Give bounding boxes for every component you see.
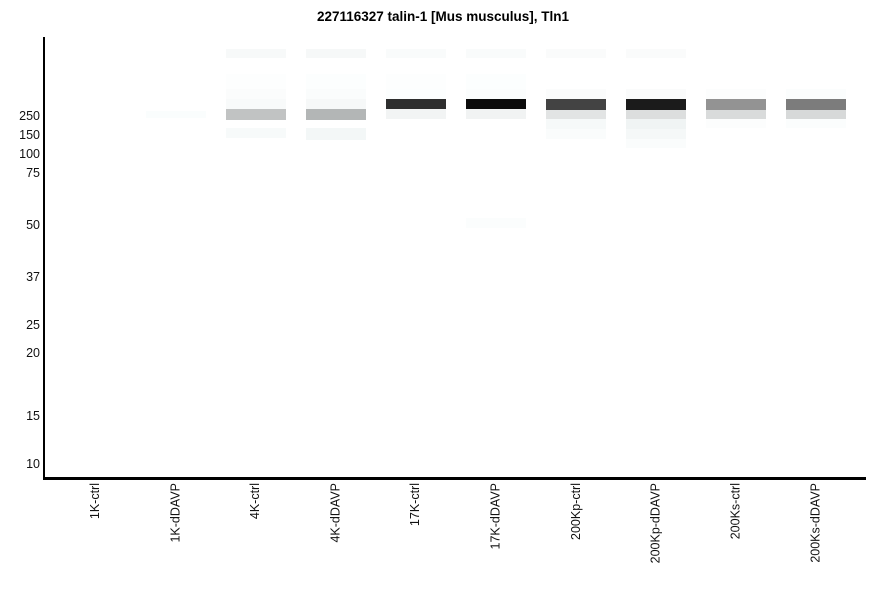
x-tick-label-17K-ctrl: 17K-ctrl — [408, 483, 423, 527]
blot-band-17K-dDAVP — [466, 49, 526, 58]
blot-band-17K-ctrl — [386, 89, 446, 99]
x-tick-label-1K-ctrl: 1K-ctrl — [88, 483, 103, 520]
x-tick-label-4K-dDAVP: 4K-dDAVP — [328, 483, 343, 543]
blot-band-4K-dDAVP — [306, 128, 366, 140]
blot-band-4K-dDAVP — [306, 99, 366, 109]
blot-band-4K-ctrl — [226, 99, 286, 109]
blot-band-200Kp-ctrl — [546, 110, 606, 119]
x-tick-label-200Kp-dDAVP: 200Kp-dDAVP — [648, 483, 663, 564]
x-tick-label-200Ks-dDAVP: 200Ks-dDAVP — [808, 483, 823, 563]
blot-band-200Ks-dDAVP — [786, 119, 846, 128]
blot-band-200Kp-dDAVP — [626, 110, 686, 119]
blot-band-17K-ctrl — [386, 109, 446, 119]
blot-band-200Ks-ctrl — [706, 119, 766, 128]
y-tick-label-20: 20 — [26, 346, 40, 360]
blot-band-200Ks-ctrl — [706, 99, 766, 110]
y-tick-label-10: 10 — [26, 457, 40, 471]
blot-band-200Ks-dDAVP — [786, 99, 846, 110]
blot-band-4K-ctrl — [226, 128, 286, 138]
blot-band-200Kp-dDAVP — [626, 129, 686, 139]
blot-band-17K-dDAVP — [466, 74, 526, 89]
blot-band-200Ks-ctrl — [706, 89, 766, 99]
blot-band-200Kp-ctrl — [546, 89, 606, 99]
blot-band-200Kp-dDAVP — [626, 89, 686, 99]
blot-band-17K-dDAVP — [466, 109, 526, 119]
x-tick-label-200Kp-ctrl: 200Kp-ctrl — [568, 483, 583, 540]
blot-band-17K-ctrl — [386, 99, 446, 109]
blot-band-4K-dDAVP — [306, 89, 366, 99]
blot-band-200Kp-ctrl — [546, 99, 606, 110]
y-axis-line — [43, 37, 45, 480]
blot-band-17K-dDAVP — [466, 89, 526, 99]
blot-band-4K-dDAVP — [306, 49, 366, 58]
blot-band-17K-ctrl — [386, 74, 446, 89]
y-tick-label-250: 250 — [19, 109, 40, 123]
blot-band-4K-ctrl — [226, 109, 286, 120]
blot-band-200Kp-ctrl — [546, 129, 606, 139]
y-tick-label-25: 25 — [26, 318, 40, 332]
blot-band-200Ks-dDAVP — [786, 110, 846, 119]
blot-band-200Kp-ctrl — [546, 49, 606, 58]
blot-band-17K-dDAVP — [466, 218, 526, 228]
blot-band-4K-ctrl — [226, 89, 286, 99]
blot-band-4K-dDAVP — [306, 109, 366, 120]
y-tick-label-150: 150 — [19, 128, 40, 142]
figure-title: 227116327 talin-1 [Mus musculus], Tln1 — [316, 9, 570, 24]
blot-band-17K-dDAVP — [466, 99, 526, 109]
blot-band-200Kp-dDAVP — [626, 49, 686, 58]
blot-band-4K-ctrl — [226, 74, 286, 89]
x-tick-label-4K-ctrl: 4K-ctrl — [248, 483, 263, 520]
blot-band-4K-dDAVP — [306, 74, 366, 89]
blot-band-200Kp-dDAVP — [626, 99, 686, 110]
blot-band-200Kp-dDAVP — [626, 139, 686, 148]
blot-band-200Kp-dDAVP — [626, 119, 686, 129]
y-tick-label-50: 50 — [26, 218, 40, 232]
x-tick-label-1K-dDAVP: 1K-dDAVP — [168, 483, 183, 543]
blot-band-200Ks-dDAVP — [786, 89, 846, 99]
blot-band-1K-dDAVP — [146, 111, 206, 118]
blot-band-200Ks-ctrl — [706, 110, 766, 119]
blot-band-200Kp-ctrl — [546, 119, 606, 129]
x-tick-label-17K-dDAVP: 17K-dDAVP — [488, 483, 503, 550]
x-axis-line — [43, 477, 866, 480]
y-tick-label-37: 37 — [26, 270, 40, 284]
blot-band-4K-ctrl — [226, 49, 286, 58]
blot-band-17K-ctrl — [386, 49, 446, 58]
y-tick-label-75: 75 — [26, 166, 40, 180]
y-tick-label-100: 100 — [19, 147, 40, 161]
x-tick-label-200Ks-ctrl: 200Ks-ctrl — [728, 483, 743, 540]
y-tick-label-15: 15 — [26, 409, 40, 423]
